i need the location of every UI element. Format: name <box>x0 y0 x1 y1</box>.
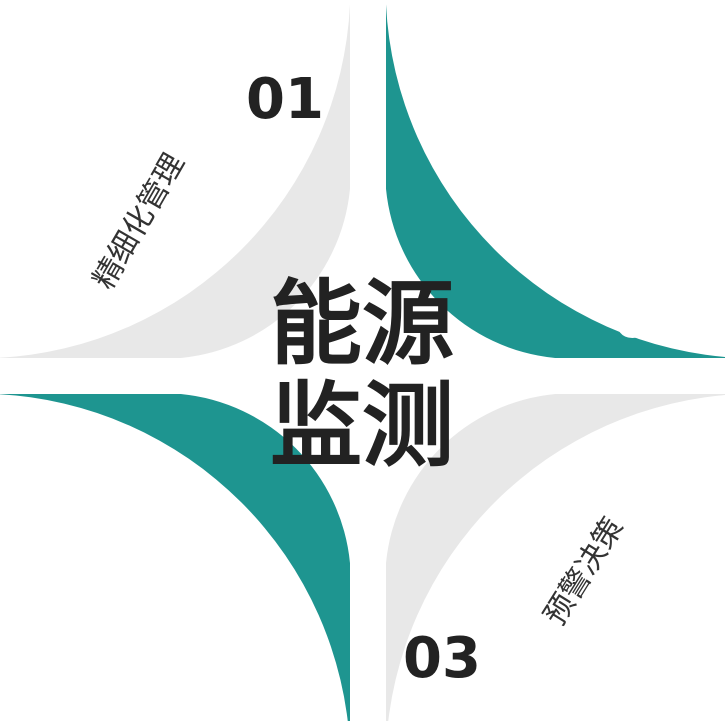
ring-segment <box>386 394 725 721</box>
ring-segment <box>386 4 725 358</box>
center-title: 能源 <box>270 270 454 377</box>
center-title: 监测 <box>270 372 454 479</box>
segment-label: 预警决策 <box>538 511 631 631</box>
segment-number: 02 <box>613 286 691 351</box>
segment-number: 01 <box>246 67 324 132</box>
segment-number: 04 <box>46 416 124 481</box>
ring-segment <box>0 4 350 358</box>
segment-label: 精细化管理 <box>86 148 191 295</box>
ring-segment <box>0 394 350 721</box>
segment-number: 03 <box>403 626 481 691</box>
